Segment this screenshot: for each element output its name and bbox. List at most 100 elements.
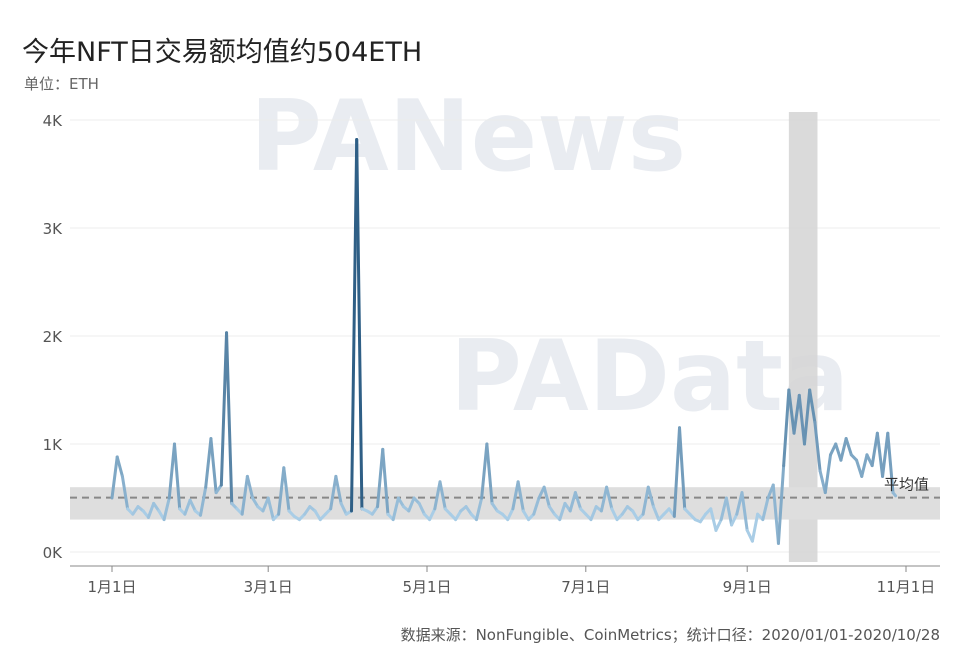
x-tick-label: 7月1日 [561, 578, 610, 596]
series-segment [844, 437, 853, 457]
series-segment [886, 431, 895, 495]
series-segment [334, 474, 343, 505]
series-segment [891, 491, 898, 498]
series-segment [355, 137, 364, 511]
series-segment [740, 491, 749, 532]
series-segment [303, 505, 312, 516]
series-segment [240, 474, 249, 516]
series-segment [521, 509, 531, 522]
series-segment [511, 480, 520, 511]
data-source: 数据来源：NonFungible、CoinMetrics；统计口径：2020/0… [400, 626, 940, 644]
series-segment [209, 437, 218, 495]
series-segment [172, 442, 182, 511]
series-segment [792, 393, 801, 435]
series-segment [251, 496, 260, 509]
series-segment [204, 437, 213, 489]
series-segment [802, 388, 812, 446]
series-segment [313, 509, 322, 522]
x-axis: 1月1日 3月1日 5月1日 7月1日 9月1日 11月1日 [70, 565, 940, 596]
series-segment [631, 509, 640, 522]
series-segment [438, 480, 447, 511]
series-segment [214, 483, 223, 495]
x-tick-label: 11月1日 [877, 578, 936, 596]
series-segment [485, 442, 494, 505]
series-segment [839, 437, 848, 462]
series-segment [875, 431, 885, 478]
series-segment [277, 466, 286, 516]
unit-label: 单位：ETH [24, 75, 99, 93]
series-line [110, 137, 898, 545]
y-tick-label: 4K [43, 112, 64, 130]
series-segment [860, 453, 869, 478]
series-segment [428, 507, 437, 522]
series-segment [782, 388, 791, 468]
watermark-panews: PANews [250, 80, 687, 194]
y-tick-label: 3K [43, 220, 64, 238]
series-segment [199, 485, 208, 517]
series-segment [188, 498, 197, 513]
series-segment [547, 505, 557, 516]
series-segment [350, 137, 359, 513]
series-segment [542, 485, 551, 509]
series-segment [115, 455, 124, 478]
series-segment [219, 331, 229, 487]
watermark-padata: PAData [450, 320, 850, 434]
series-segment [532, 496, 541, 516]
series-segment [813, 420, 822, 473]
series-segment [516, 480, 525, 513]
series-segment [245, 474, 255, 500]
series-segment [433, 480, 442, 511]
series-segment [750, 512, 760, 543]
y-axis: 0K 1K 2K 3K 4K [43, 112, 64, 562]
chart-title: 今年NFT日交易额均值约504ETH [22, 37, 423, 68]
series-segment [651, 505, 661, 522]
y-tick-label: 2K [43, 328, 64, 346]
series-segment [167, 442, 176, 500]
series-segment [146, 501, 156, 519]
series-segment [381, 447, 390, 516]
series-segment [870, 431, 879, 468]
x-tick-label: 5月1日 [402, 578, 451, 596]
y-tick-label: 1K [43, 436, 64, 454]
series-segment [797, 393, 806, 446]
series-segment [808, 388, 817, 424]
series-segment [719, 496, 728, 522]
series-segment [823, 453, 833, 495]
series-segment [396, 496, 406, 509]
series-segment [610, 507, 619, 522]
series-segment [490, 501, 499, 513]
x-tick-label: 9月1日 [723, 578, 772, 596]
highlight-band [788, 112, 818, 562]
series-segment [391, 496, 400, 522]
series-segment [376, 447, 385, 509]
average-label: 平均值 [884, 476, 929, 494]
series-segment [646, 485, 655, 509]
series-segment [787, 388, 796, 435]
series-segment [641, 485, 650, 516]
series-segment [282, 466, 291, 513]
series-segment [370, 505, 380, 516]
x-tick-label: 1月1日 [87, 578, 136, 596]
series-segment [672, 426, 682, 518]
y-tick-label: 0K [43, 544, 64, 562]
series-segment [761, 496, 770, 522]
series-segment [152, 501, 161, 513]
series-segment [568, 491, 577, 513]
series-segment [110, 455, 119, 500]
series-segment [771, 483, 780, 545]
series-segment [474, 496, 484, 522]
series-segment [225, 331, 234, 505]
series-segment [183, 498, 192, 516]
series-segment [714, 518, 723, 532]
series-segment [620, 505, 629, 516]
series-segment [407, 496, 416, 513]
series-segment [329, 474, 338, 511]
series-segment [464, 505, 473, 516]
series-segment [573, 491, 583, 511]
series-segment [599, 485, 609, 513]
series-segment [724, 496, 734, 527]
series-segment [698, 512, 708, 524]
x-tick-label: 3月1日 [244, 578, 293, 596]
series-segment [266, 496, 275, 522]
